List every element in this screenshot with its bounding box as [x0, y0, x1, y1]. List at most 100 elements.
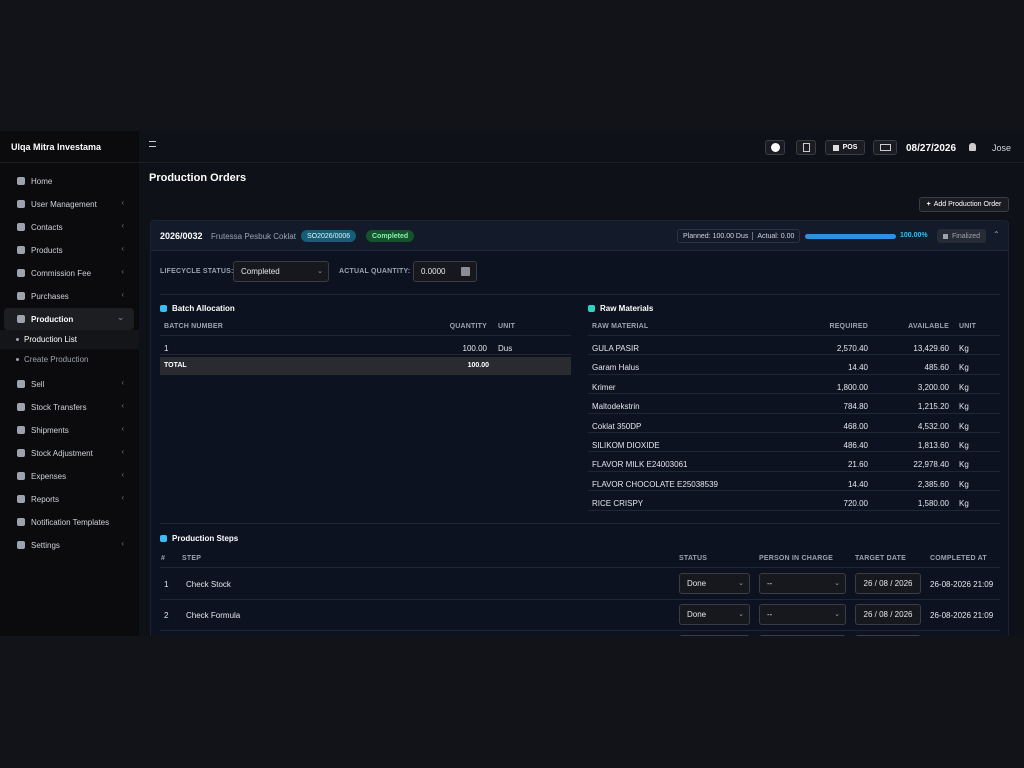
add-production-button[interactable]: + Add Production Order — [919, 197, 1009, 212]
step-select[interactable] — [759, 635, 846, 636]
required: 784.80 — [843, 402, 868, 412]
nav-item[interactable]: Shipments ‹ — [4, 419, 134, 441]
required: 486.40 — [843, 441, 868, 450]
nav-label: Production — [31, 314, 74, 324]
lifecycle-label: LIFECYCLE STATUS: — [160, 268, 234, 275]
nav-icon — [17, 200, 25, 208]
chevron: ‹ — [121, 493, 124, 502]
nav-icon — [17, 292, 25, 300]
step-select[interactable]: -- ⌄ — [759, 604, 846, 625]
nav-item[interactable]: Commission Fee ‹ — [4, 262, 134, 284]
quantity-label: ACTUAL QUANTITY: — [339, 268, 411, 275]
nav-icon — [17, 246, 25, 254]
required: 21.60 — [847, 460, 868, 470]
completed-at: 26-08-2026 21:09 — [930, 611, 994, 620]
topbar: POS 08/27/2026 Jose — [139, 131, 1024, 163]
brand: Ulqa Mitra Investama — [11, 142, 102, 152]
so-badge[interactable]: SO2026/0006 — [301, 230, 357, 242]
step-select[interactable] — [679, 635, 750, 636]
sub-dot — [16, 357, 19, 361]
nav-icon — [17, 426, 25, 434]
step-select[interactable]: Done ⌄ — [679, 573, 750, 594]
nav-label: Sell — [31, 379, 45, 389]
step-name: Check Formula — [186, 611, 241, 620]
calculator-button[interactable] — [796, 140, 816, 155]
menu-toggle[interactable] — [149, 141, 156, 147]
lifecycle-select[interactable]: Completed ⌄ — [233, 261, 329, 282]
total-label: TOTAL — [164, 362, 187, 369]
date-input[interactable]: 26 / 08 / 2026 — [855, 573, 921, 594]
nav-item[interactable]: Purchases ‹ — [4, 285, 134, 307]
select-value: Done — [687, 610, 707, 619]
nav-item[interactable]: Production ⌄ — [4, 308, 134, 330]
sub-dot — [16, 338, 19, 341]
material: Garam Halus — [592, 363, 640, 373]
sub-label: Create Production — [24, 354, 89, 364]
add-button[interactable] — [765, 140, 785, 155]
step-select[interactable]: Done ⌄ — [679, 604, 750, 625]
chevron: ‹ — [121, 424, 124, 433]
user[interactable]: Jose — [992, 143, 1012, 153]
select-value: -- — [767, 579, 773, 588]
unit: Dus — [498, 344, 513, 353]
nav-item[interactable]: Home — [4, 170, 134, 192]
unit: Kg — [959, 402, 969, 412]
step-select[interactable]: -- ⌄ — [759, 573, 846, 594]
table-header: AVAILABLE — [908, 323, 949, 330]
nav-icon — [17, 177, 25, 185]
progress-bar — [805, 234, 896, 239]
table-header: # — [161, 555, 166, 562]
nav-item[interactable]: Stock Adjustment ‹ — [4, 442, 134, 464]
quantity-input[interactable]: 0.0000 — [413, 261, 477, 282]
section-label: Batch Allocation — [172, 304, 235, 313]
nav-label: Stock Transfers — [31, 402, 87, 412]
material: Coklat 350DP — [592, 421, 642, 431]
step-select[interactable] — [855, 635, 921, 636]
material: FLAVOR CHOCOLATE E25038539 — [592, 479, 718, 489]
nav-label: Home — [31, 176, 53, 186]
row-separator — [588, 354, 1000, 356]
pos-button[interactable]: POS — [825, 140, 865, 155]
nav-item[interactable]: Settings ‹ — [4, 534, 134, 556]
nav-label: Contacts — [31, 222, 63, 232]
date-input[interactable]: 26 / 08 / 2026 — [855, 604, 921, 625]
product: Frutessa Pesbuk Coklat — [211, 232, 296, 241]
bell[interactable] — [969, 143, 976, 151]
nav-item[interactable]: Expenses ‹ — [4, 465, 134, 487]
sub-item[interactable]: Create Production — [0, 350, 139, 369]
required: 14.40 — [847, 363, 868, 373]
available: 2,385.60 — [917, 479, 949, 489]
nav-item[interactable]: Stock Transfers ‹ — [4, 396, 134, 418]
nav-item[interactable]: Contacts ‹ — [4, 216, 134, 238]
row-separator — [160, 630, 1000, 631]
unit: Kg — [959, 460, 969, 470]
lifecycle-value: Completed — [241, 267, 280, 276]
material: Maltodekstrin — [592, 402, 640, 412]
select-value: Done — [687, 579, 707, 588]
caret: ⌄ — [738, 611, 744, 618]
nav-label: Commission Fee — [31, 268, 92, 278]
cash-button[interactable] — [873, 140, 897, 155]
row-separator — [588, 509, 1000, 511]
nav-label: Reports — [31, 494, 60, 504]
nav-icon — [17, 380, 25, 388]
unit: Kg — [959, 421, 969, 431]
sub-item[interactable]: Production List — [0, 330, 139, 349]
nav-item[interactable]: Reports ‹ — [4, 488, 134, 510]
order-header: 2026/0032 Frutessa Pesbuk Coklat SO2026/00… — [151, 221, 1008, 251]
sidebar: Ulqa Mitra Investama Home User Management… — [0, 131, 139, 636]
nav-label: Notification Templates — [31, 517, 110, 527]
nav-item[interactable]: Sell ‹ — [4, 373, 134, 395]
nav-icon — [17, 315, 25, 323]
chevron: ‹ — [121, 290, 124, 299]
nav-item[interactable]: User Management ‹ — [4, 193, 134, 215]
chevron: ‹ — [121, 198, 124, 207]
nav-item[interactable]: Notification Templates — [4, 511, 134, 533]
nav-icon — [17, 495, 25, 503]
nav-item[interactable]: Products ‹ — [4, 239, 134, 261]
collapse-toggle[interactable]: ⌃ — [993, 230, 1000, 239]
pos-label: POS — [842, 144, 858, 151]
material: GULA PASIR — [592, 344, 639, 353]
nav-icon — [17, 223, 25, 231]
nav-label: Purchases — [31, 291, 69, 301]
